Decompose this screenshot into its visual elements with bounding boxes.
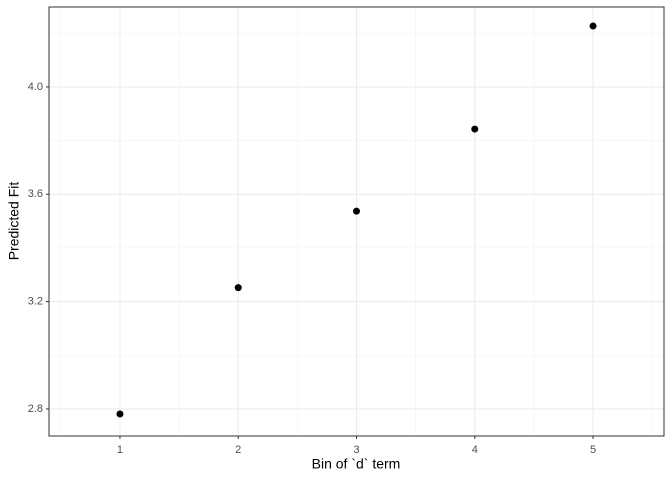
point [353,207,360,215]
point [234,284,242,292]
panel-border [48,6,665,437]
x-tick-label: 5 [590,444,596,456]
y-tick-label: 3.6 [28,188,43,200]
y-axis-title: Predicted Fit [6,182,22,261]
x-tick-label: 3 [353,444,359,456]
x-axis-title: Bin of `d` term [312,456,401,472]
y-tick-label: 2.8 [28,403,43,415]
x-tick-label: 4 [472,444,478,456]
point [589,22,597,30]
y-tick-label: 4.0 [28,81,43,93]
point [116,410,124,418]
x-tick-label: 1 [117,444,123,456]
x-tick-label: 2 [235,444,241,456]
y-tick-label: 3.2 [28,295,43,307]
point [471,125,479,133]
